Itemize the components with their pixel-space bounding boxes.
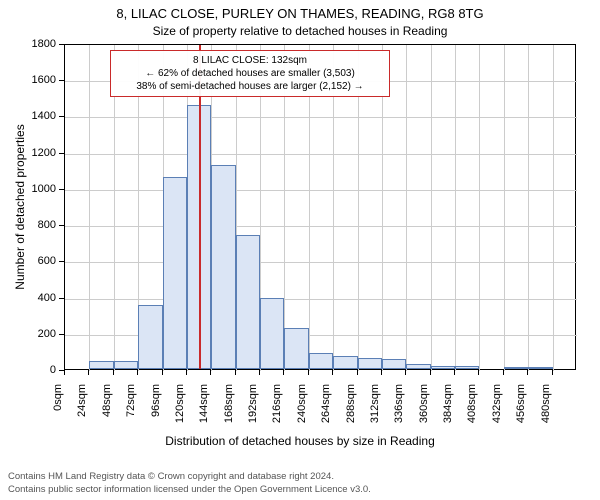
histogram-bar — [455, 366, 479, 369]
x-tick-mark — [503, 370, 504, 375]
x-axis-label: Distribution of detached houses by size … — [0, 434, 600, 448]
gridline-v — [553, 45, 554, 371]
x-tick-label: 456sqm — [515, 384, 527, 434]
gridline-h — [65, 226, 577, 227]
annotation-callout: 8 LILAC CLOSE: 132sqm ← 62% of detached … — [110, 50, 390, 97]
footer-line2: Contains public sector information licen… — [8, 484, 371, 496]
x-tick-mark — [308, 370, 309, 375]
gridline-v — [89, 45, 90, 371]
gridline-v — [455, 45, 456, 371]
histogram-bar — [138, 305, 162, 369]
x-tick-label: 216sqm — [271, 384, 283, 434]
property-size-histogram: 8, LILAC CLOSE, PURLEY ON THAMES, READIN… — [0, 0, 600, 500]
x-tick-mark — [430, 370, 431, 375]
x-tick-mark — [332, 370, 333, 375]
footer-attribution: Contains HM Land Registry data © Crown c… — [8, 471, 371, 496]
x-tick-mark — [283, 370, 284, 375]
x-tick-label: 120sqm — [174, 384, 186, 434]
histogram-bar — [89, 361, 113, 369]
y-tick-label: 1800 — [16, 38, 56, 50]
gridline-h — [65, 299, 577, 300]
x-tick-mark — [186, 370, 187, 375]
x-tick-label: 72sqm — [125, 384, 137, 434]
histogram-bar — [260, 298, 284, 369]
histogram-bar — [406, 364, 430, 369]
x-tick-label: 48sqm — [101, 384, 113, 434]
x-tick-label: 336sqm — [393, 384, 405, 434]
histogram-bar — [236, 235, 260, 369]
histogram-bar — [358, 358, 382, 369]
x-tick-mark — [113, 370, 114, 375]
histogram-bar — [504, 367, 528, 369]
footer-line1: Contains HM Land Registry data © Crown c… — [8, 471, 371, 483]
gridline-v — [431, 45, 432, 371]
histogram-bar — [284, 328, 308, 369]
x-tick-mark — [405, 370, 406, 375]
x-tick-mark — [552, 370, 553, 375]
y-tick-label: 1600 — [16, 74, 56, 86]
histogram-bar — [431, 366, 455, 369]
x-tick-label: 384sqm — [442, 384, 454, 434]
gridline-h — [65, 190, 577, 191]
x-tick-label: 312sqm — [369, 384, 381, 434]
x-tick-mark — [210, 370, 211, 375]
x-tick-mark — [64, 370, 65, 375]
gridline-h — [65, 117, 577, 118]
gridline-v — [479, 45, 480, 371]
histogram-bar — [114, 361, 138, 369]
annotation-line2: ← 62% of detached houses are smaller (3,… — [116, 67, 384, 80]
histogram-bar — [309, 353, 333, 369]
x-tick-label: 24sqm — [76, 384, 88, 434]
x-tick-label: 264sqm — [320, 384, 332, 434]
x-tick-mark — [381, 370, 382, 375]
histogram-bar — [528, 367, 552, 369]
chart-title: 8, LILAC CLOSE, PURLEY ON THAMES, READIN… — [0, 6, 600, 21]
histogram-bar — [211, 165, 235, 369]
x-tick-label: 408sqm — [466, 384, 478, 434]
annotation-line1: 8 LILAC CLOSE: 132sqm — [116, 54, 384, 67]
x-tick-mark — [137, 370, 138, 375]
x-tick-label: 192sqm — [247, 384, 259, 434]
x-tick-label: 432sqm — [491, 384, 503, 434]
chart-subtitle: Size of property relative to detached ho… — [0, 24, 600, 38]
x-tick-label: 0sqm — [52, 384, 64, 434]
x-tick-mark — [357, 370, 358, 375]
x-tick-mark — [235, 370, 236, 375]
x-tick-mark — [259, 370, 260, 375]
gridline-h — [65, 262, 577, 263]
x-tick-mark — [162, 370, 163, 375]
y-axis-label: Number of detached properties — [13, 107, 27, 307]
annotation-line3: 38% of semi-detached houses are larger (… — [116, 80, 384, 93]
x-tick-mark — [88, 370, 89, 375]
x-tick-mark — [454, 370, 455, 375]
x-tick-label: 360sqm — [418, 384, 430, 434]
gridline-v — [504, 45, 505, 371]
x-tick-mark — [478, 370, 479, 375]
x-tick-mark — [527, 370, 528, 375]
histogram-bar — [382, 359, 406, 369]
histogram-bar — [163, 177, 187, 369]
gridline-v — [528, 45, 529, 371]
y-tick-label: 0 — [16, 364, 56, 376]
gridline-h — [65, 154, 577, 155]
x-tick-label: 480sqm — [540, 384, 552, 434]
histogram-bar — [333, 356, 357, 369]
x-tick-label: 144sqm — [198, 384, 210, 434]
x-tick-label: 240sqm — [296, 384, 308, 434]
gridline-v — [406, 45, 407, 371]
y-tick-label: 200 — [16, 328, 56, 340]
x-tick-label: 288sqm — [345, 384, 357, 434]
x-tick-label: 168sqm — [223, 384, 235, 434]
x-tick-label: 96sqm — [150, 384, 162, 434]
